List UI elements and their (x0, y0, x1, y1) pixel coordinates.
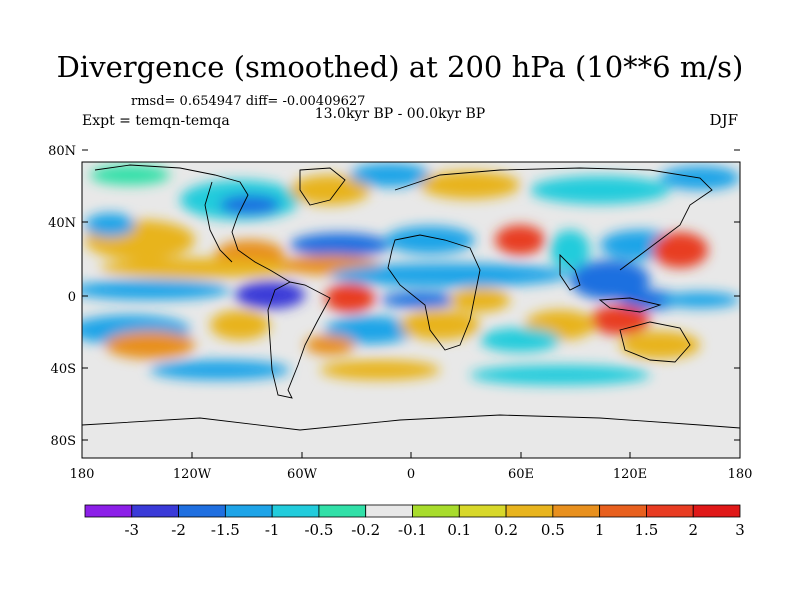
anomaly-blob (100, 258, 300, 278)
india-coast (559, 253, 581, 291)
anomaly-blob (150, 360, 290, 380)
x-tick-label: 0 (407, 467, 415, 482)
colorbar-swatch (318, 504, 367, 518)
colorbar (84, 504, 741, 518)
colorbar-label: -0.2 (351, 521, 380, 539)
colorbar-label: 0.2 (494, 521, 518, 539)
season-label: DJF (709, 111, 738, 129)
greenland-coast (299, 167, 346, 206)
x-tick-label: 60E (508, 467, 534, 482)
anomaly-blob (660, 292, 740, 308)
y-tick-label: 80S (51, 434, 76, 449)
anomaly-blob (480, 328, 560, 352)
x-tick-label: 60W (287, 467, 318, 482)
anomaly-blob (450, 288, 510, 312)
colorbar-label: -1 (265, 521, 280, 539)
colorbar-label: -0.1 (398, 521, 427, 539)
colorbar-swatch (458, 504, 507, 518)
coastlines (81, 164, 741, 431)
anomaly-blob (530, 176, 670, 204)
anomaly-blob (550, 230, 590, 270)
colorbar-swatch (552, 504, 601, 518)
x-tick-label: 180 (728, 467, 753, 482)
y-tick-label: 40N (48, 216, 76, 231)
plot-title: Divergence (smoothed) at 200 hPa (10**6 … (56, 50, 744, 84)
colorbar-swatch (84, 504, 133, 518)
anomaly-blob (320, 360, 440, 380)
anomaly-blob (620, 331, 700, 359)
colorbar-swatch (271, 504, 320, 518)
colorbar-label: 1 (595, 521, 605, 539)
anomaly-blob (330, 263, 570, 287)
anomaly-blob (210, 310, 270, 340)
colorbar-swatch (505, 504, 554, 518)
colorbar-label: 0.5 (541, 521, 565, 539)
anomaly-blob (305, 335, 355, 355)
x-tick-label: 120E (613, 467, 647, 482)
colorbar-label: -0.5 (304, 521, 333, 539)
anomaly-blob (325, 283, 375, 313)
stats-text: rmsd= 0.654947 diff= -0.00409627 (131, 94, 366, 109)
north-america-coast (94, 164, 291, 283)
anomaly-blob (590, 305, 650, 335)
colorbar-swatch (178, 504, 226, 518)
north-america-west-coast (204, 181, 233, 263)
colorbar-swatch (131, 504, 179, 518)
colorbar-swatch (365, 504, 413, 518)
anomaly-blob (82, 280, 230, 300)
y-tick-label: 40S (51, 362, 76, 377)
colorbar-label: -2 (171, 521, 186, 539)
colorbar-label: -3 (124, 521, 139, 539)
anomaly-blob (350, 163, 430, 187)
colorbar-label: 1.5 (634, 521, 658, 539)
anomaly-blob (105, 331, 195, 359)
y-tick-label: 0 (68, 290, 76, 305)
anomaly-blob (85, 213, 135, 237)
anomaly-blob (620, 290, 680, 310)
anomaly-blob (220, 195, 280, 215)
indonesia-coast (598, 297, 662, 313)
x-tick-label: 180 (70, 467, 95, 482)
anomaly-blob (495, 225, 545, 255)
australia-coast (619, 321, 691, 363)
anomaly-blob (470, 365, 650, 385)
anomaly-blob (325, 316, 415, 344)
anomaly-blob (235, 281, 305, 309)
divergence-field (82, 162, 740, 458)
anomaly-blob (380, 292, 460, 308)
colorbar-label: 0.1 (447, 521, 471, 539)
anomaly-blob (290, 175, 370, 205)
anomaly-blob (420, 171, 520, 199)
colorbar-swatch (599, 504, 647, 518)
colorbar-label: 3 (735, 521, 745, 539)
x-tick-label: 120W (173, 467, 212, 482)
anomaly-blob (385, 226, 475, 254)
anomaly-blob (400, 310, 480, 340)
colorbar-swatch (646, 504, 694, 518)
eurasia-coast (394, 167, 713, 271)
anomaly-blob (570, 260, 650, 300)
colorbar-label: -1.5 (211, 521, 240, 539)
colorbar-swatch (692, 504, 741, 518)
anomaly-blob (290, 233, 390, 257)
colorbar-swatch (412, 504, 460, 518)
south-america-coast (267, 281, 331, 399)
tick-marks (81, 149, 741, 458)
anomaly-blob (652, 232, 708, 268)
colorbar-labels: -3 -2 -1.5 -1 -0.5 -0.2 -0.1 0.1 0.2 0.5 1 1.5 2 3 (124, 521, 744, 539)
experiment-text: Expt = temqn-temqa (82, 113, 230, 129)
africa-coast (387, 234, 481, 351)
colorbar-swatch (224, 504, 273, 518)
antarctica-coast (81, 414, 741, 431)
colorbar-label: 2 (688, 521, 698, 539)
y-tick-label: 80N (48, 144, 76, 159)
period-text: 13.0kyr BP - 00.0kyr BP (314, 106, 486, 122)
anomaly-blob (90, 165, 170, 185)
